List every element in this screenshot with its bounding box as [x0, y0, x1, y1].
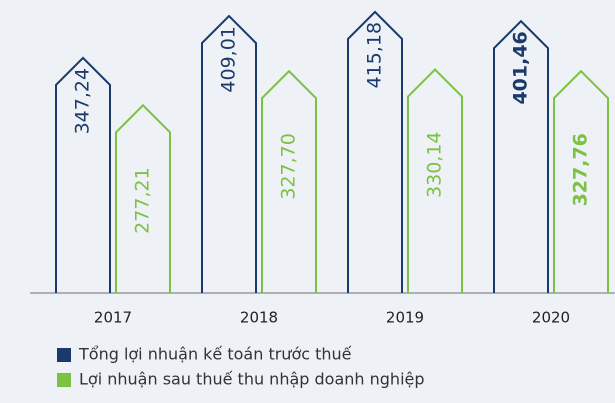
x-tick-label: 2018 — [240, 309, 278, 327]
bar — [261, 69, 317, 293]
bar — [493, 19, 549, 293]
bar — [347, 10, 403, 293]
x-tick-label: 2017 — [94, 309, 132, 327]
bar — [553, 69, 609, 293]
bar — [407, 68, 463, 293]
bar — [55, 56, 111, 293]
value-label: 347,24 — [72, 68, 94, 134]
value-label: 401,46 — [510, 31, 532, 104]
legend-swatch — [57, 348, 71, 362]
x-tick-label: 2019 — [386, 309, 424, 327]
x-tick-label: 2020 — [532, 309, 570, 327]
value-label: 330,14 — [424, 131, 446, 197]
value-label: 277,21 — [132, 167, 154, 233]
value-label: 415,18 — [364, 22, 386, 88]
legend-label: Lợi nhuận sau thuế thu nhập doanh nghiệp — [79, 370, 425, 389]
bar — [201, 14, 257, 293]
bar — [115, 103, 171, 293]
legend-swatch — [57, 373, 71, 387]
legend-label: Tổng lợi nhuận kế toán trước thuế — [78, 345, 352, 364]
value-label: 327,76 — [570, 133, 592, 206]
value-label: 327,70 — [278, 133, 300, 199]
value-label: 409,01 — [218, 26, 240, 92]
